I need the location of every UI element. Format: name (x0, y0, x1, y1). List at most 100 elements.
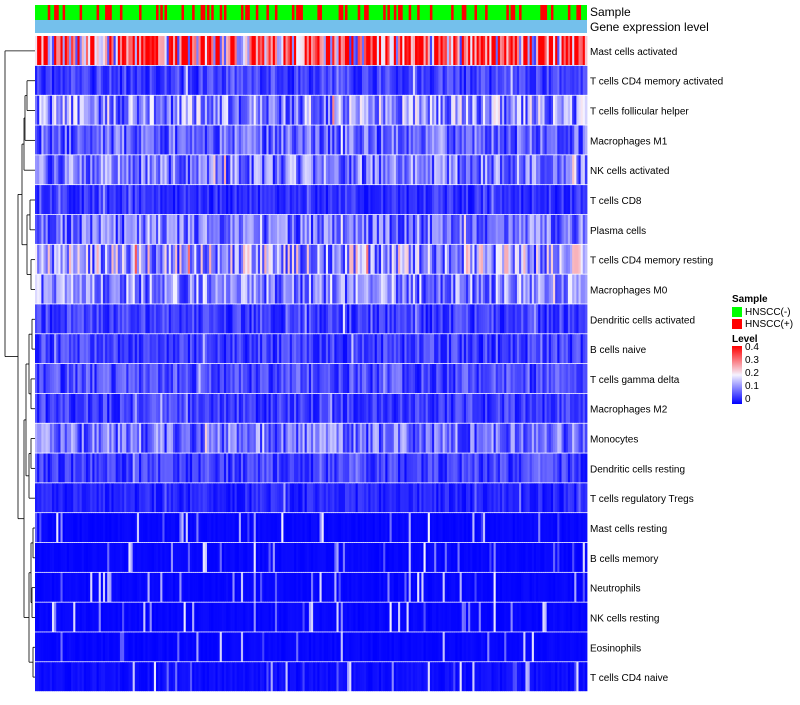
heatmap-cell (255, 513, 259, 543)
heatmap-cell (68, 513, 72, 543)
heatmap-cell (385, 214, 388, 244)
heatmap-cell (398, 65, 401, 95)
heatmap-cell (321, 423, 325, 453)
heatmap-cell (177, 274, 180, 304)
heatmap-cell (544, 483, 548, 513)
heatmap-cell (130, 214, 134, 244)
heatmap-cell (323, 423, 327, 453)
heatmap-cell (555, 542, 558, 572)
heatmap-cell (102, 304, 106, 334)
heatmap-cell (548, 483, 552, 513)
heatmap-cell (158, 393, 161, 423)
heatmap-cell (406, 572, 410, 602)
heatmap-cell (523, 65, 526, 95)
heatmap-cell (446, 155, 450, 185)
heatmap-cell (111, 483, 114, 513)
heatmap-cell (151, 453, 155, 483)
heatmap-cell (73, 95, 76, 125)
heatmap-cell (257, 453, 261, 483)
heatmap-cell (357, 185, 361, 215)
heatmap-cell (423, 423, 427, 453)
heatmap-cell (281, 542, 284, 572)
heatmap-cell (512, 185, 516, 215)
heatmap-cell (192, 513, 195, 543)
heatmap-cell (260, 453, 263, 483)
heatmap-cell (412, 572, 416, 602)
heatmap-cell (77, 423, 80, 453)
heatmap-cell (181, 542, 185, 572)
heatmap-cell (457, 542, 461, 572)
heatmap-cell (393, 364, 397, 394)
heatmap-cell (264, 214, 267, 244)
heatmap-cell (529, 513, 533, 543)
heatmap-cell (209, 334, 212, 364)
heatmap-cell (151, 95, 155, 125)
heatmap-cell (338, 542, 342, 572)
heatmap-cell (294, 214, 297, 244)
heatmap-cell (147, 334, 151, 364)
heatmap-cell (381, 423, 384, 453)
heatmap-cell (393, 65, 397, 95)
heatmap-cell (485, 423, 488, 453)
heatmap-cell (260, 572, 263, 602)
heatmap-cell (213, 334, 216, 364)
heatmap-cell (470, 36, 473, 66)
heatmap-cell (514, 214, 518, 244)
heatmap-cell (340, 125, 344, 155)
heatmap-cell (107, 95, 110, 125)
heatmap-cell (213, 95, 216, 125)
heatmap-cell (342, 95, 346, 125)
heatmap-cell (35, 393, 38, 423)
heatmap-cell (523, 95, 526, 125)
heatmap-cell (71, 36, 74, 66)
heatmap-cell (340, 244, 344, 274)
heatmap-cell (151, 542, 155, 572)
heatmap-cell (81, 185, 85, 215)
heatmap-cell (177, 453, 180, 483)
heatmap-cell (323, 155, 327, 185)
heatmap-cell (487, 214, 490, 244)
heatmap-cell (325, 244, 329, 274)
heatmap-cell (487, 95, 490, 125)
heatmap-cell (342, 393, 346, 423)
heatmap-cell (561, 364, 565, 394)
heatmap-cell (96, 214, 100, 244)
heatmap-cell (64, 65, 68, 95)
heatmap-cell (94, 453, 97, 483)
heatmap-cell (198, 65, 201, 95)
heatmap-cell (230, 542, 233, 572)
heatmap-cell (319, 483, 323, 513)
heatmap-cell (64, 572, 68, 602)
heatmap-cell (313, 542, 316, 572)
heatmap-cell (527, 542, 531, 572)
heatmap-cell (472, 483, 475, 513)
heatmap-cell (264, 572, 267, 602)
heatmap-cell (107, 65, 110, 95)
heatmap-cell (544, 125, 548, 155)
heatmap-cell (344, 423, 348, 453)
heatmap-cell (166, 483, 170, 513)
heatmap-cell (302, 483, 306, 513)
heatmap-cell (336, 65, 339, 95)
heatmap-cell (122, 65, 125, 95)
heatmap-cell (281, 364, 284, 394)
heatmap-cell (512, 65, 516, 95)
heatmap-cell (287, 214, 291, 244)
heatmap-cell (510, 513, 514, 543)
heatmap-cell (476, 572, 480, 602)
heatmap-cell (570, 364, 573, 394)
heatmap-cell (206, 214, 210, 244)
heatmap-cell (49, 65, 53, 95)
heatmap-cell (124, 483, 127, 513)
heatmap-cell (366, 185, 369, 215)
heatmap-cell (83, 155, 87, 185)
heatmap-cell (359, 155, 363, 185)
heatmap-cell (54, 274, 57, 304)
heatmap-cell (582, 334, 586, 364)
heatmap-cell (506, 393, 509, 423)
heatmap-cell (136, 542, 140, 572)
heatmap-cell (262, 483, 265, 513)
heatmap-cell (85, 244, 89, 274)
heatmap-cell (327, 125, 331, 155)
heatmap-cell (115, 304, 119, 334)
